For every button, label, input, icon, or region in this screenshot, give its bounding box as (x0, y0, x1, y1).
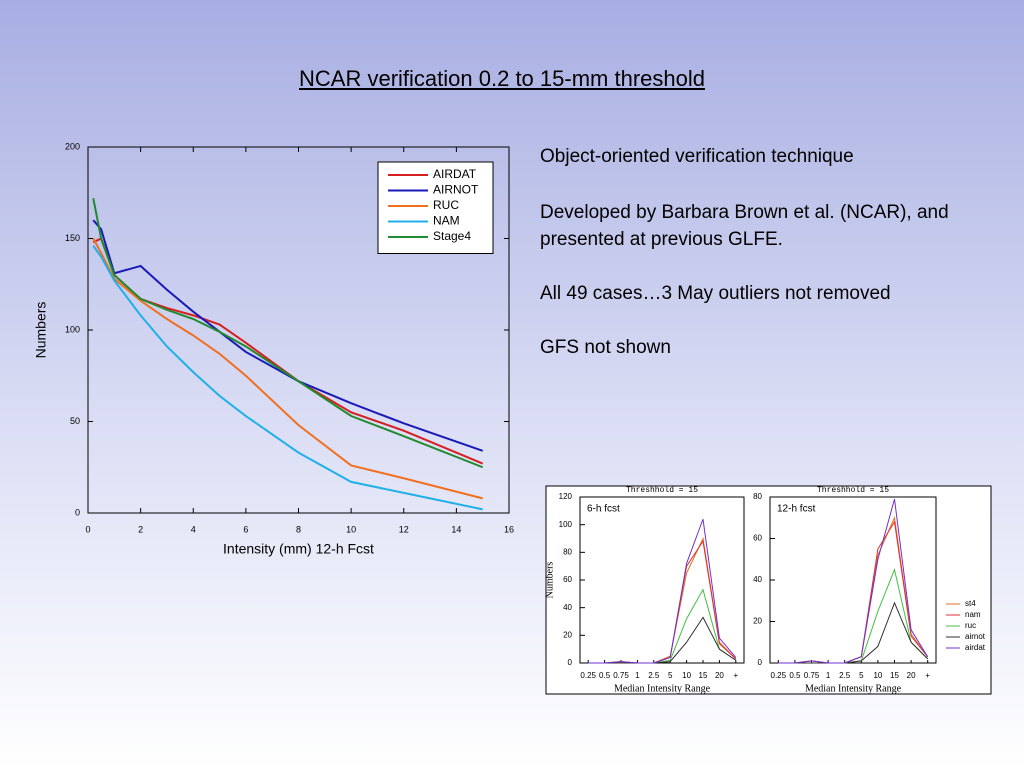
x-tick-label: 5 (859, 671, 864, 680)
x-tick-label: 15 (890, 671, 899, 680)
x-axis-label: Median Intensity Range (805, 683, 902, 694)
y-tick-label: 0 (758, 658, 763, 667)
x-tick-label: 2.5 (839, 671, 851, 680)
legend-label: airnot (965, 632, 986, 641)
x-tick-label: 0.5 (789, 671, 801, 680)
bullet: Developed by Barbara Brown et al. (NCAR)… (540, 202, 949, 250)
chart-title: Threshhold = 15 (817, 486, 889, 495)
y-tick-label: 120 (559, 492, 573, 501)
y-tick-label: 100 (559, 520, 573, 529)
series-line (92, 238, 483, 500)
y-tick-label: 0 (568, 658, 573, 667)
series-line (92, 198, 484, 469)
series-line (778, 498, 929, 664)
inset-frame (545, 485, 992, 695)
legend-label: AIRNOT (433, 183, 479, 197)
y-tick-label: 50 (70, 416, 80, 426)
series-line (92, 219, 484, 452)
y-tick-label: 40 (563, 603, 572, 612)
x-axis-label: Intensity (mm) 12-h Fcst (223, 541, 374, 557)
x-tick-label: 0 (85, 524, 90, 534)
legend-box (377, 161, 494, 254)
y-tick-label: 60 (563, 575, 572, 584)
x-tick-label: 6 (243, 524, 248, 534)
series-line (588, 518, 737, 664)
legend-label: ruc (965, 621, 976, 630)
y-tick-label: 20 (753, 617, 762, 626)
chart-title: Threshhold = 15 (626, 486, 698, 495)
legend-label: NAM (433, 214, 460, 228)
y-tick-label: 100 (65, 324, 80, 334)
y-tick-label: 80 (563, 547, 572, 556)
x-tick-label: 0.25 (580, 671, 596, 680)
x-tick-label: 16 (504, 524, 514, 534)
slide-title: NCAR verification 0.2 to 15-mm threshold (299, 66, 705, 91)
y-tick-label: 150 (65, 233, 80, 243)
bullet: All 49 cases…3 May outliers not removed (540, 283, 891, 304)
annotation: 12-h fcst (777, 504, 816, 515)
series-line (92, 245, 483, 511)
y-tick-label: 0 (75, 507, 80, 517)
x-tick-label: 14 (451, 524, 461, 534)
annotation: 6-h fcst (587, 504, 620, 515)
x-tick-label: 1 (826, 671, 831, 680)
y-axis-label: Numbers (544, 562, 555, 599)
y-tick-label: 80 (753, 492, 762, 501)
y-tick-label: 200 (65, 141, 80, 151)
x-tick-label: 10 (873, 671, 882, 680)
legend-label: nam (965, 610, 981, 619)
x-tick-label: 20 (907, 671, 916, 680)
x-tick-label: 8 (296, 524, 301, 534)
x-tick-label: 5 (668, 671, 673, 680)
x-tick-label: 10 (346, 524, 356, 534)
y-tick-label: 20 (563, 630, 572, 639)
x-tick-label: 0.75 (613, 671, 629, 680)
x-tick-label: 0.75 (804, 671, 820, 680)
legend-label: st4 (965, 599, 976, 608)
y-axis-label: Numbers (33, 302, 49, 359)
bullet: Object-oriented verification technique (540, 146, 854, 167)
x-tick-label: 2 (138, 524, 143, 534)
legend-label: Stage4 (433, 229, 471, 243)
x-tick-label: 0.25 (771, 671, 787, 680)
x-tick-label: + (925, 671, 930, 680)
x-tick-label: 1 (635, 671, 640, 680)
legend-label: RUC (433, 198, 459, 212)
series-line (588, 616, 737, 664)
series-line (778, 601, 929, 664)
x-tick-label: 20 (715, 671, 724, 680)
x-tick-label: 0.5 (599, 671, 611, 680)
plot-frame (769, 496, 937, 664)
y-tick-label: 40 (753, 575, 762, 584)
legend-label: AIRDAT (433, 167, 477, 181)
plot-frame (579, 496, 745, 664)
legend-label: airdat (965, 643, 986, 652)
x-tick-label: 12 (399, 524, 409, 534)
y-tick-label: 60 (753, 534, 762, 543)
x-tick-label: 10 (682, 671, 691, 680)
bullet: GFS not shown (540, 337, 671, 358)
x-tick-label: + (733, 671, 738, 680)
x-tick-label: 15 (699, 671, 708, 680)
x-axis-label: Median Intensity Range (614, 683, 711, 694)
plot-frame (87, 146, 510, 514)
x-tick-label: 4 (191, 524, 196, 534)
x-tick-label: 2.5 (648, 671, 660, 680)
